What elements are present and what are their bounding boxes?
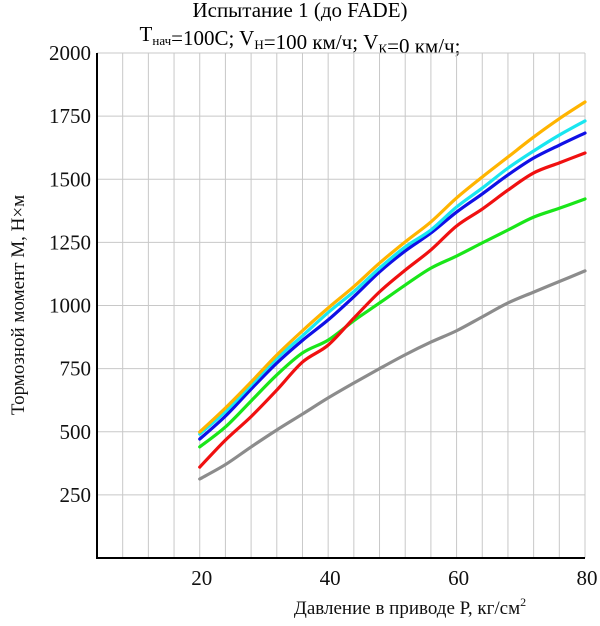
subtitle-subscript: Н xyxy=(254,37,263,52)
y-tick-label: 250 xyxy=(60,483,92,507)
series-line-green xyxy=(198,197,587,449)
x-tick-label: 40 xyxy=(320,566,341,590)
subtitle-part: =100 км/ч; V xyxy=(264,30,379,54)
subtitle-subscript: нач xyxy=(152,33,171,48)
x-tick-label: 80 xyxy=(577,566,598,590)
x-tick-label: 60 xyxy=(448,566,469,590)
series-line-gray xyxy=(198,269,587,481)
series-group xyxy=(198,100,587,481)
subtitle-part: T xyxy=(140,22,153,46)
axes xyxy=(96,53,585,559)
y-tick-label: 750 xyxy=(60,357,92,381)
grid xyxy=(97,52,586,558)
y-tick-label: 500 xyxy=(60,420,92,444)
subtitle-subscript: К xyxy=(378,41,387,56)
y-axis-label: Тормозной момент М, Н×м xyxy=(8,195,29,415)
y-tick-label: 1750 xyxy=(49,104,91,128)
subtitle-part: =0 км/ч; xyxy=(387,34,460,58)
y-tick-labels: 250 500 750 1000 1250 1500 1750 2000 xyxy=(49,41,91,507)
subtitle-part: =100C; V xyxy=(171,26,254,50)
series-line-blue xyxy=(198,131,587,441)
y-tick-label: 1000 xyxy=(49,294,91,318)
series-line-red xyxy=(198,151,587,469)
x-tick-labels: 20 40 60 80 xyxy=(191,566,597,590)
series-line-orange xyxy=(198,100,587,434)
x-tick-label: 20 xyxy=(191,566,212,590)
chart-title: Испытание 1 (до FADE) xyxy=(192,0,407,22)
series-line-cyan xyxy=(198,119,587,436)
chart-subtitle: Tнач=100C; VН=100 км/ч; VК=0 км/ч; xyxy=(140,22,461,58)
y-tick-label: 1500 xyxy=(49,167,91,191)
y-tick-label: 2000 xyxy=(49,41,91,65)
y-tick-label: 1250 xyxy=(49,230,91,254)
x-axis-label: Давление в приводе Р, кг/см2 xyxy=(294,595,526,619)
